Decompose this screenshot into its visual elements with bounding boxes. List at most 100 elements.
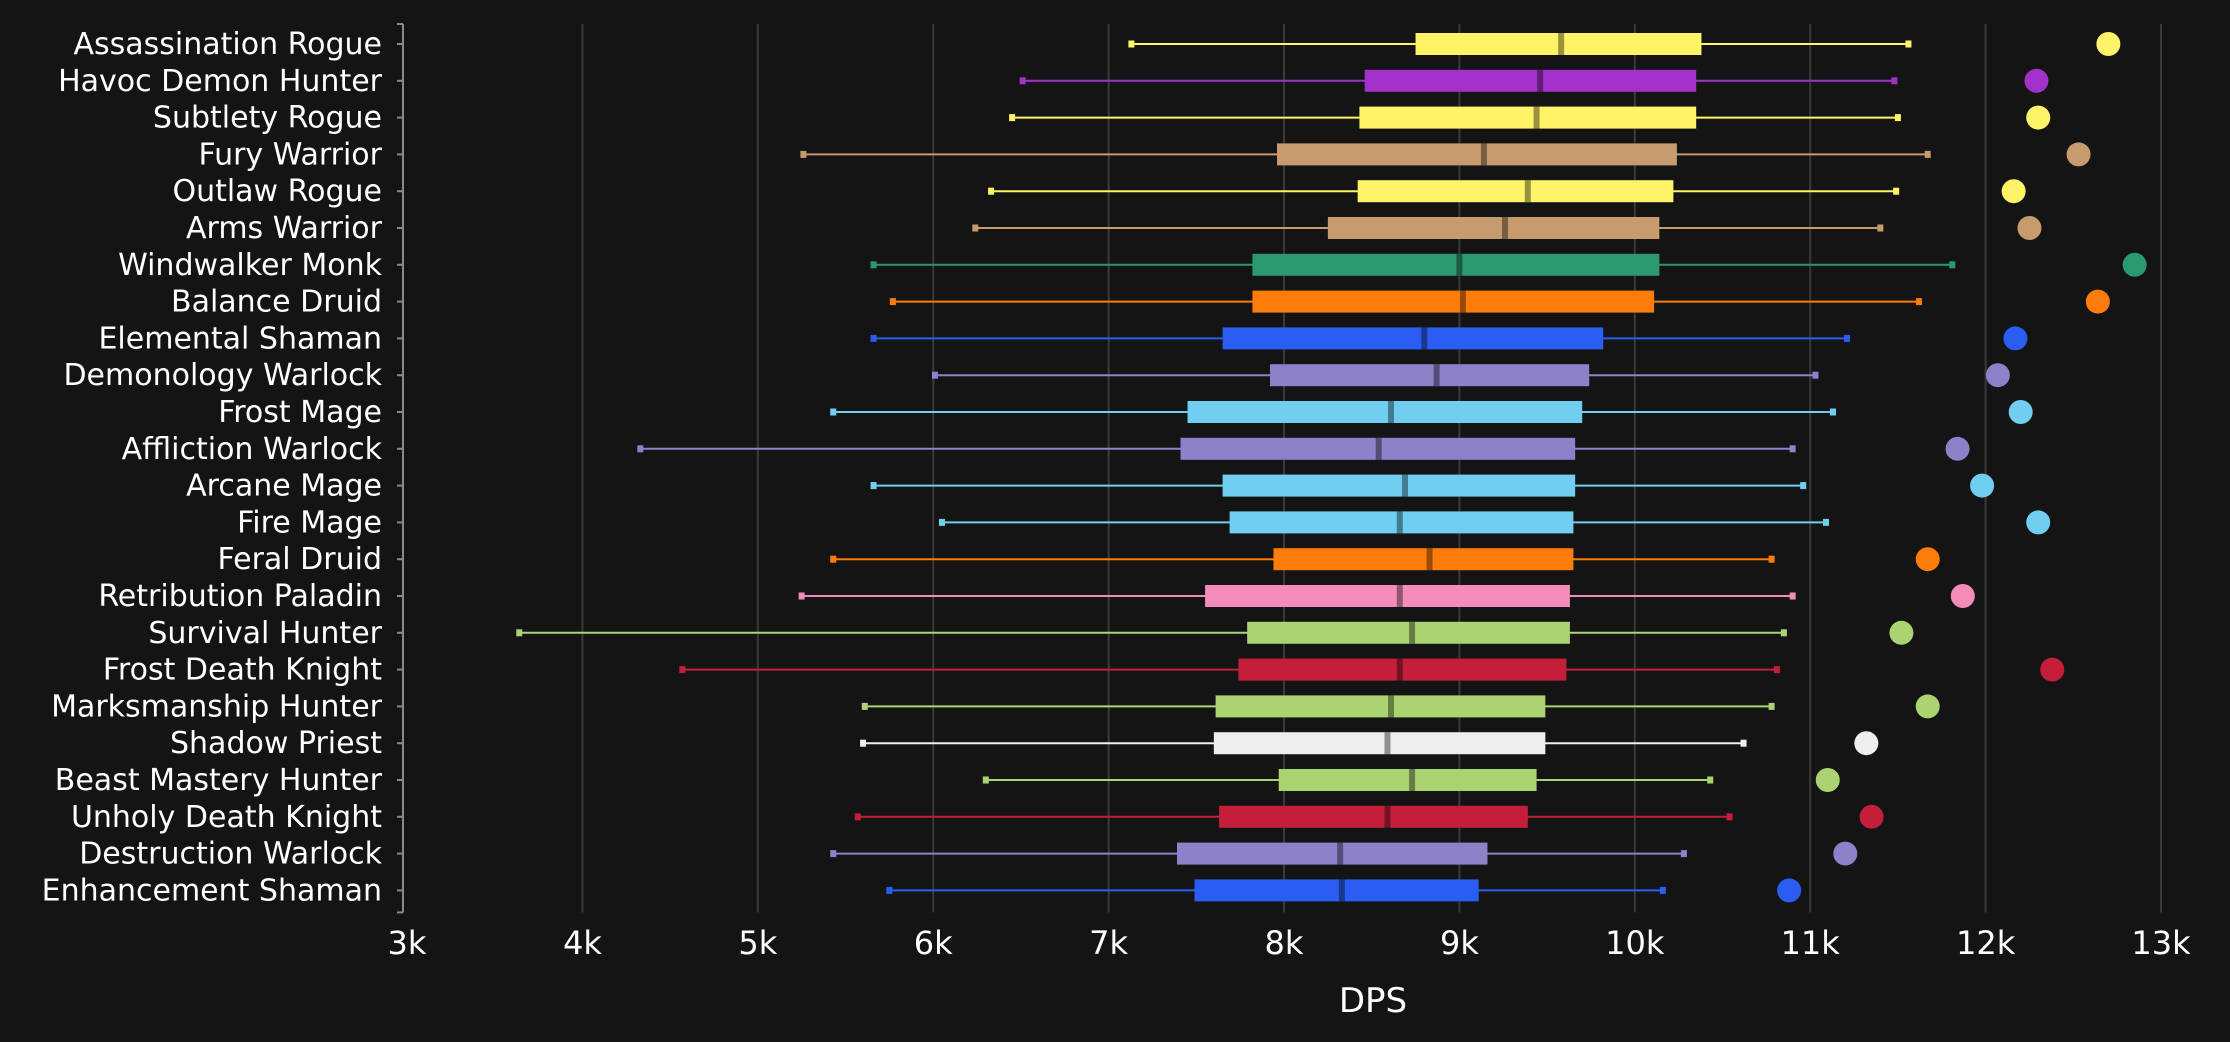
top-point xyxy=(2122,252,2147,277)
median-line xyxy=(1558,33,1565,55)
iqr-box xyxy=(1194,879,1479,902)
box-series xyxy=(516,620,1914,645)
median-line xyxy=(1426,548,1433,571)
box-series xyxy=(889,289,2110,314)
median-line xyxy=(1456,253,1463,276)
whisker-max-cap xyxy=(1740,739,1747,747)
y-category-label: Survival Hunter xyxy=(148,616,382,651)
median-line xyxy=(1402,474,1409,497)
box-series xyxy=(798,584,1975,608)
x-tick-label: 12k xyxy=(1956,924,2016,962)
iqr-box xyxy=(1276,143,1677,166)
top-point xyxy=(1859,804,1884,829)
y-category-label: Subtlety Rogue xyxy=(153,101,382,136)
y-category-label: Demonology Warlock xyxy=(63,358,382,393)
iqr-box xyxy=(1415,33,1702,55)
whisker-min-cap xyxy=(861,702,868,710)
whisker-min-cap xyxy=(830,408,837,416)
whisker-max-cap xyxy=(1891,77,1898,85)
y-category-label: Beast Mastery Hunter xyxy=(55,763,383,798)
top-point xyxy=(2024,68,2049,93)
iqr-box xyxy=(1359,106,1697,129)
iqr-box xyxy=(1213,732,1546,755)
y-category-label: Feral Druid xyxy=(218,542,383,577)
median-line xyxy=(1480,143,1487,166)
whisker-min-cap xyxy=(860,739,867,747)
y-category-label: Marksmanship Hunter xyxy=(51,689,383,724)
whisker-min-cap xyxy=(830,850,837,858)
whisker-min-cap xyxy=(800,150,807,158)
x-tick-label: 7k xyxy=(1089,924,1128,962)
whisker-max-cap xyxy=(1707,776,1714,784)
whisker-max-cap xyxy=(1680,850,1687,858)
x-tick-label: 9k xyxy=(1440,924,1479,962)
iqr-box xyxy=(1222,327,1604,350)
box-series xyxy=(870,326,2028,351)
median-line xyxy=(1375,437,1382,460)
y-category-label: Unholy Death Knight xyxy=(71,800,382,835)
y-category-label: Destruction Warlock xyxy=(79,837,382,872)
whisker-max-cap xyxy=(1924,150,1931,158)
whisker-max-cap xyxy=(1789,592,1796,600)
whisker-min-cap xyxy=(982,776,989,784)
iqr-box xyxy=(1180,437,1576,460)
whisker-min-cap xyxy=(798,592,805,600)
y-category-label: Frost Death Knight xyxy=(103,653,382,688)
iqr-box xyxy=(1269,364,1590,387)
median-line xyxy=(1409,769,1416,791)
median-line xyxy=(1409,621,1416,644)
box-series xyxy=(938,510,2051,535)
top-point xyxy=(2001,179,2026,204)
box-series xyxy=(830,400,2033,424)
box-series xyxy=(1019,68,2049,93)
top-point xyxy=(2066,142,2091,167)
whisker-min-cap xyxy=(886,886,893,894)
median-line xyxy=(1537,69,1544,92)
top-point xyxy=(1854,731,1879,756)
whisker-min-cap xyxy=(830,555,837,563)
whisker-min-cap xyxy=(1009,114,1016,122)
median-line xyxy=(1337,842,1344,865)
median-line xyxy=(1396,585,1403,607)
iqr-box xyxy=(1364,69,1697,92)
y-category-label: Havoc Demon Hunter xyxy=(58,64,383,99)
y-category-label: Windwalker Monk xyxy=(118,248,383,283)
top-point xyxy=(1915,694,1940,719)
box-series xyxy=(886,878,1802,903)
top-point xyxy=(1985,363,2010,388)
box-series xyxy=(679,657,2065,682)
median-line xyxy=(1387,695,1394,718)
median-line xyxy=(1396,658,1403,681)
whisker-min-cap xyxy=(870,334,877,342)
whisker-max-cap xyxy=(1800,482,1807,490)
median-line xyxy=(1459,290,1466,313)
whisker-min-cap xyxy=(870,482,877,490)
whisker-max-cap xyxy=(1894,114,1901,122)
iqr-box xyxy=(1327,217,1660,239)
whisker-max-cap xyxy=(1726,813,1733,821)
box-series xyxy=(870,473,1995,498)
whisker-min-cap xyxy=(889,298,896,306)
top-point xyxy=(1889,620,1914,645)
y-category-label: Fire Mage xyxy=(237,505,382,540)
x-axis-title: DPS xyxy=(1339,981,1407,1021)
whisker-max-cap xyxy=(1812,371,1819,379)
top-point xyxy=(2017,216,2042,240)
top-point xyxy=(2040,657,2065,682)
whisker-min-cap xyxy=(854,813,861,821)
whisker-max-cap xyxy=(1659,886,1666,894)
iqr-box xyxy=(1252,253,1660,276)
iqr-box xyxy=(1278,769,1537,791)
iqr-box xyxy=(1205,585,1570,607)
whisker-min-cap xyxy=(1128,40,1135,48)
top-point xyxy=(2008,400,2033,424)
iqr-box xyxy=(1273,548,1574,571)
y-category-label: Arcane Mage xyxy=(186,469,382,504)
y-category-label: Arms Warrior xyxy=(186,211,383,246)
top-point xyxy=(1970,473,1995,498)
box-series xyxy=(1009,105,2051,130)
whisker-min-cap xyxy=(516,629,523,637)
x-tick-label: 13k xyxy=(2131,924,2191,962)
